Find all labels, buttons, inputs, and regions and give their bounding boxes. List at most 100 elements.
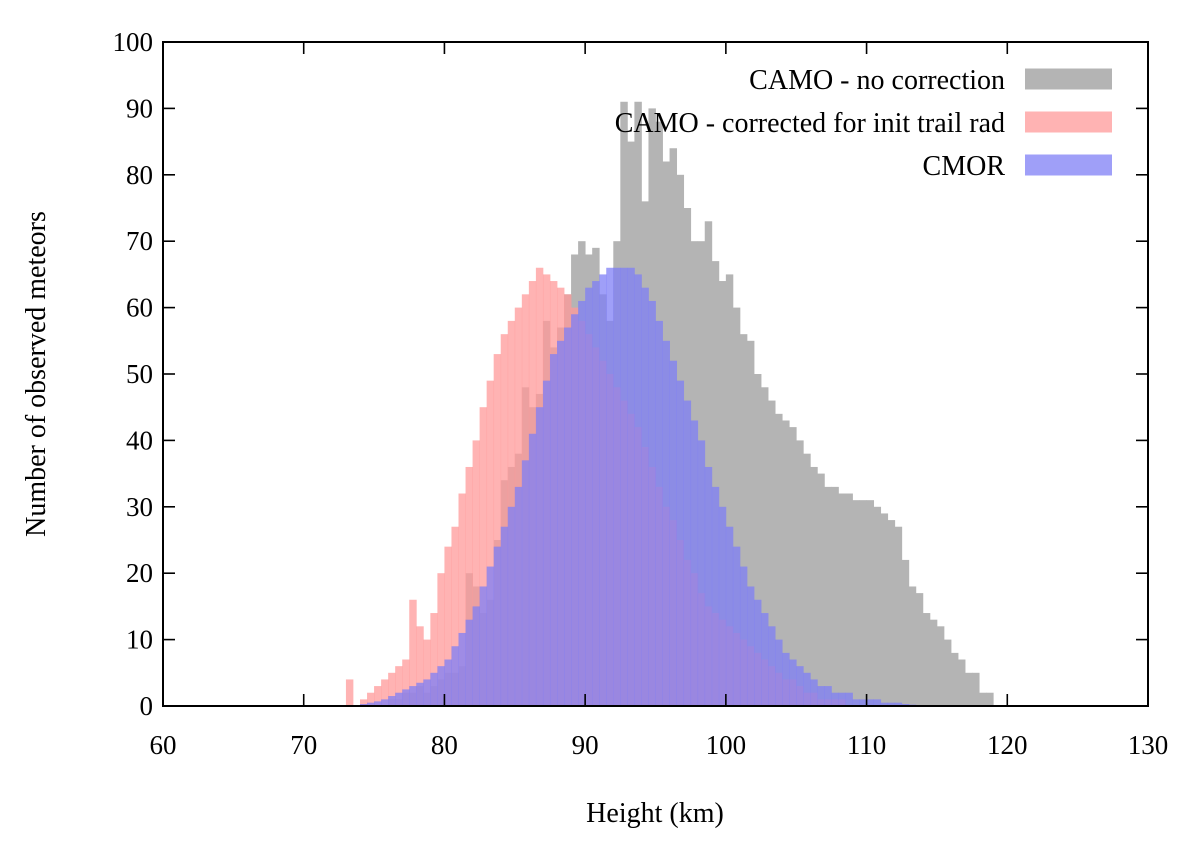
bar (409, 686, 417, 706)
x-tick-label: 100 (706, 730, 747, 760)
bar (564, 327, 572, 706)
bar (367, 692, 375, 706)
bar (627, 267, 635, 706)
bar (831, 486, 839, 706)
bar (789, 659, 797, 706)
bar (739, 334, 748, 706)
bar (634, 274, 642, 706)
bar (592, 281, 600, 706)
bar (374, 686, 382, 706)
bar (458, 493, 466, 706)
y-axis-label: Number of observed meteors (21, 211, 52, 537)
bar (824, 486, 832, 706)
series-2 (360, 267, 924, 706)
legend-label: CAMO - no correction (749, 65, 1005, 96)
bar (866, 500, 875, 706)
bar (873, 699, 882, 706)
bar (838, 692, 846, 706)
bar (866, 699, 875, 706)
bar (789, 427, 797, 706)
bar (718, 281, 727, 706)
bar (465, 466, 473, 706)
y-tick-label: 20 (126, 558, 153, 588)
bar (402, 659, 410, 706)
bar (894, 702, 903, 706)
bar (775, 413, 783, 706)
bar (662, 340, 670, 706)
y-tick-label: 60 (126, 293, 153, 323)
bar (859, 699, 867, 706)
bar (345, 679, 354, 706)
bar (761, 387, 769, 706)
bar (810, 679, 818, 706)
bar (746, 340, 755, 706)
bar (360, 699, 368, 706)
bar (486, 566, 495, 706)
bar (965, 672, 973, 706)
bar (655, 320, 663, 706)
bar (817, 473, 825, 706)
legend: CAMO - no correction CAMO - corrected for… (615, 65, 1112, 182)
tick-labels: 60 70 80 90 100 110 120 130 0 10 20 30 40 50 60 70 80 90 1… (113, 27, 1169, 760)
x-tick-label: 90 (572, 730, 599, 760)
bar (500, 334, 509, 706)
bar (880, 513, 889, 706)
bar (775, 639, 783, 706)
bar (423, 679, 431, 706)
bar (796, 666, 804, 706)
bar (824, 686, 832, 706)
bar (423, 639, 431, 706)
bar (669, 360, 678, 706)
bar (796, 440, 804, 706)
bar (845, 692, 853, 706)
bar (374, 701, 382, 706)
bar (817, 686, 825, 706)
bar (479, 586, 488, 706)
bar (732, 307, 741, 706)
bar (739, 566, 748, 706)
bar (704, 466, 713, 706)
bar (416, 626, 424, 706)
legend-entry-2: CMOR (923, 151, 1112, 182)
bar (458, 632, 466, 706)
x-tick-label: 70 (290, 730, 317, 760)
bar (381, 679, 389, 706)
y-tick-label: 0 (140, 691, 154, 721)
bar (648, 300, 656, 706)
histogram-bars (345, 101, 994, 707)
bar (493, 546, 502, 706)
bar (409, 599, 417, 706)
bar (388, 696, 396, 706)
bar (922, 613, 931, 706)
axis-ticks (162, 41, 1149, 707)
bar (444, 546, 452, 706)
y-tick-label: 40 (126, 425, 153, 455)
bar (620, 267, 628, 706)
bar (704, 221, 713, 706)
bar (416, 682, 424, 706)
bar (782, 420, 790, 706)
bar (479, 407, 488, 706)
y-tick-label: 30 (126, 492, 153, 522)
legend-entry-0: CAMO - no correction (749, 65, 1112, 96)
x-tick-label: 110 (847, 730, 887, 760)
bar (472, 440, 481, 706)
bar (690, 420, 699, 706)
bar (437, 666, 445, 706)
bar (486, 380, 495, 706)
bar (402, 689, 410, 706)
bar (613, 267, 621, 706)
x-tick-label: 120 (987, 730, 1028, 760)
bar (852, 699, 860, 706)
legend-entry-1: CAMO - corrected for init trail rad (615, 108, 1112, 139)
legend-label: CAMO - corrected for init trail rad (615, 108, 1005, 139)
bar (887, 520, 896, 706)
bar (542, 380, 551, 706)
bar (929, 619, 938, 706)
bar (395, 692, 403, 706)
x-tick-label: 130 (1128, 730, 1169, 760)
y-tick-label: 70 (126, 226, 153, 256)
bar (782, 652, 790, 706)
y-tick-label: 80 (126, 160, 153, 190)
